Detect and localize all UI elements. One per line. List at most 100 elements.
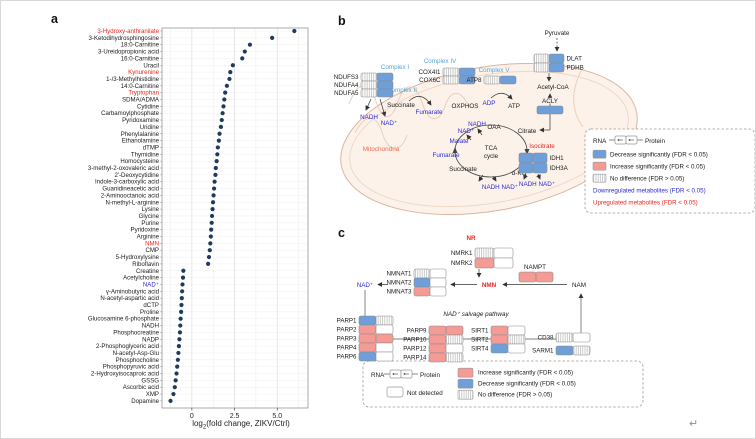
protein-label: DLAT xyxy=(567,56,583,63)
axis-tick-label: 0 xyxy=(190,413,194,420)
cell-hatch xyxy=(375,315,394,326)
metabolite-label: 2'-Deoxycytidine xyxy=(114,172,159,179)
cell-blue xyxy=(518,152,534,164)
metabolite-label: Lysine xyxy=(142,206,160,213)
cell-blue xyxy=(376,80,394,90)
citrate-label: Citrate xyxy=(518,128,537,135)
panel-a-label: a xyxy=(51,12,58,26)
protein-label: NMNAT1 xyxy=(387,271,413,278)
cell-blue xyxy=(518,162,534,174)
metabolite-label: 1-/3-Methylhistidine xyxy=(106,76,159,83)
data-point xyxy=(221,104,226,109)
protein-label: NDUFA5 xyxy=(334,90,359,97)
legend-swatch xyxy=(592,161,607,171)
mitochondrion-shape xyxy=(340,62,638,216)
metabolite-label: 16:0-Carnitine xyxy=(121,55,160,62)
panel-b-label: b xyxy=(338,14,346,28)
metabolite-label: 3-methyl-2-oxovaleric acid xyxy=(88,165,159,172)
nampt-label: NAMPT xyxy=(524,264,546,271)
metabolite-label: Uracil xyxy=(143,62,159,69)
complex-v-label: Complex V xyxy=(479,67,511,74)
metabolite-label: Dopamine xyxy=(131,398,159,405)
legend-rna-label: RNA xyxy=(593,138,607,145)
protein-label: PARP2 xyxy=(337,327,357,334)
protein-unit-parp-mid: PARP9 PARP10 PARP12 PARP14 xyxy=(403,325,464,363)
cell-blue xyxy=(458,75,476,85)
metabolite-label: Uridine xyxy=(140,124,160,131)
pyruvate-label: Pyruvate xyxy=(545,30,570,37)
metabolite-label: Purine xyxy=(141,220,159,227)
metabolite-label: dCTP xyxy=(143,302,159,309)
data-point xyxy=(209,220,214,225)
fumarate-omm-label: Fumarate xyxy=(416,109,443,116)
data-point xyxy=(176,350,181,356)
return-mark: ↵ xyxy=(689,418,699,430)
metabolite-label: 2-Aminooctanoic acid xyxy=(101,192,159,199)
cell-hatch xyxy=(413,268,431,279)
cell-blue xyxy=(548,62,565,73)
tca-label-1: TCA xyxy=(485,145,498,152)
metabolite-label: N-methyl-L-arginine xyxy=(105,199,159,206)
metabolite-label: Guanidineacetic acid xyxy=(102,186,159,193)
data-point xyxy=(215,145,220,150)
metabolite-label: Homocysteine xyxy=(120,158,159,165)
metabolite-label: dTMP xyxy=(143,144,159,151)
complex-i-label: Complex I xyxy=(381,64,410,71)
cell-hatch xyxy=(445,352,464,363)
legend-b-items: Decrease significantly (FDR < 0.05) Incre… xyxy=(592,149,708,207)
cell-hatch xyxy=(442,75,460,85)
metabolite-label: Phosphocreatine xyxy=(113,329,159,336)
metabolite-label: NADP xyxy=(142,336,159,343)
protein-label: IDH3A xyxy=(550,165,569,172)
data-point xyxy=(175,364,180,369)
cell-pink xyxy=(358,333,377,344)
data-point xyxy=(180,289,185,294)
cell-hatch xyxy=(442,67,460,77)
protein-label: PARP10 xyxy=(403,337,427,344)
cell-white xyxy=(375,342,394,353)
cell-hatch xyxy=(474,247,495,259)
data-point xyxy=(210,207,215,212)
data-point xyxy=(180,282,185,287)
metabolite-label: Glycine xyxy=(139,213,160,220)
cell-blue xyxy=(376,88,394,98)
protein-label: SARM1 xyxy=(532,348,554,355)
metabolite-label: GSSG xyxy=(141,377,159,384)
legend-text: Downregulated metabolites (FDR < 0.05) xyxy=(593,188,706,195)
protein-label: CD38 xyxy=(538,335,554,342)
data-point xyxy=(215,152,220,157)
legend-swatch xyxy=(592,173,607,183)
metabolite-label: Riboflavin xyxy=(132,261,159,268)
metabolite-label: NAD⁺ xyxy=(143,281,159,288)
metabolite-label: Phosphocholine xyxy=(116,357,160,364)
plot-border xyxy=(161,27,309,409)
metabolite-label: SDMA/ADMA xyxy=(122,97,160,104)
cell-blue xyxy=(490,343,509,354)
protein-label: NMRK2 xyxy=(451,260,473,267)
cell-blue xyxy=(532,162,548,174)
protein-label: SIRT1 xyxy=(471,328,489,335)
protein-label: COX6C xyxy=(419,77,441,84)
cell-pink xyxy=(413,286,431,297)
cell-pink xyxy=(518,271,537,283)
axis-tick-label: 5.0 xyxy=(272,413,282,420)
protein-label: PARP3 xyxy=(337,336,357,343)
metabolite-label: Ethanolamine xyxy=(122,138,160,145)
nadh-label: NADH xyxy=(360,114,378,121)
metabolite-label: Indole-3-carboxylic acid xyxy=(95,179,159,186)
salvage-pathway-title: NAD⁺ salvage pathway xyxy=(443,311,509,318)
legend-text: Increase significantly (FDR < 0.05) xyxy=(610,164,705,171)
metabolite-label: Glucosamine 6-phosphate xyxy=(88,316,160,323)
nam-label: NAM xyxy=(572,282,586,289)
metabolite-label: N-acetyl-aspartic acid xyxy=(100,295,159,302)
acly-label: ACLY xyxy=(542,98,559,105)
data-point xyxy=(176,344,182,349)
metabolite-label: Phenylalanine xyxy=(121,131,160,138)
legend-text: Increase significantly (FDR < 0.05) xyxy=(478,370,573,377)
tca-label-2: cycle xyxy=(484,153,499,160)
mitochondria-label: Mitochondria xyxy=(363,146,400,153)
metabolite-label: Tryptophan xyxy=(128,90,159,97)
protein-label: PDHB xyxy=(567,65,584,72)
data-point xyxy=(270,35,275,40)
